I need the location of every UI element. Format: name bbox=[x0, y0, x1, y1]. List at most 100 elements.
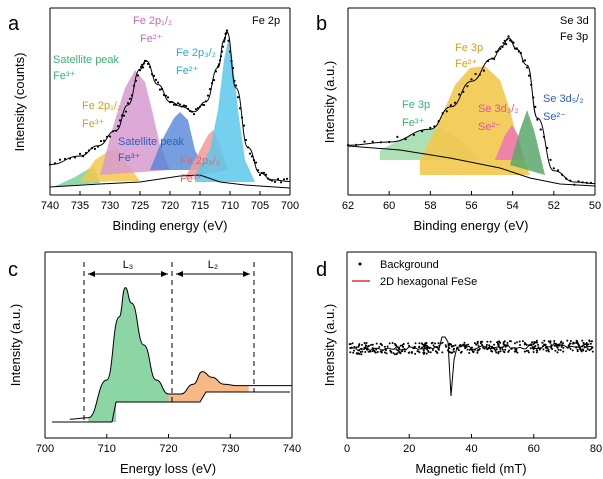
data-point bbox=[184, 105, 188, 108]
data-point bbox=[391, 342, 394, 344]
data-point bbox=[579, 348, 582, 351]
data-point bbox=[352, 351, 355, 354]
x-tick-label: 720 bbox=[159, 443, 177, 455]
data-point bbox=[388, 342, 391, 345]
data-point bbox=[93, 147, 97, 150]
ann-b-0: Fe 3p bbox=[455, 42, 483, 54]
data-point bbox=[558, 343, 561, 346]
data-point bbox=[580, 350, 583, 353]
data-point bbox=[516, 351, 519, 354]
data-point bbox=[373, 350, 376, 353]
data-point bbox=[223, 38, 226, 41]
peak-fill-fe2p12-fe2 bbox=[100, 70, 170, 175]
data-point bbox=[217, 63, 221, 66]
data-point bbox=[355, 346, 358, 349]
data-point bbox=[379, 141, 382, 144]
data-point bbox=[355, 352, 358, 355]
data-point bbox=[168, 101, 172, 104]
data-point bbox=[196, 107, 200, 110]
data-point bbox=[141, 66, 145, 69]
data-point bbox=[422, 349, 425, 352]
data-point bbox=[536, 349, 539, 352]
data-point bbox=[589, 348, 592, 351]
data-point bbox=[562, 342, 564, 345]
data-point bbox=[529, 347, 532, 350]
data-point bbox=[589, 342, 592, 345]
data-point bbox=[526, 66, 529, 69]
x-tick-label: 62 bbox=[342, 200, 354, 212]
data-point bbox=[371, 343, 374, 346]
panel-c: c L₃ L₂ 700 710 720 730 740 Energy loss (eV)… bbox=[8, 251, 301, 476]
data-point bbox=[164, 94, 168, 97]
data-point bbox=[437, 342, 440, 345]
data-point bbox=[138, 69, 142, 72]
ann-a-0: Satellite peak bbox=[53, 54, 120, 66]
data-point bbox=[87, 149, 91, 152]
data-point bbox=[424, 342, 427, 345]
edge-fill-l3 bbox=[88, 287, 169, 422]
data-point bbox=[156, 81, 160, 84]
data-point bbox=[527, 351, 530, 354]
x-tick-label: 720 bbox=[161, 200, 179, 212]
data-point bbox=[582, 341, 585, 344]
data-point bbox=[503, 39, 506, 42]
data-point bbox=[519, 52, 523, 55]
data-point bbox=[285, 177, 289, 180]
data-point bbox=[372, 349, 375, 351]
data-point bbox=[421, 343, 424, 346]
data-point bbox=[547, 350, 550, 353]
panel-b-data-points bbox=[346, 35, 593, 186]
data-point bbox=[441, 341, 444, 344]
data-point bbox=[128, 97, 132, 100]
data-point bbox=[504, 348, 507, 351]
x-tick-label: 58 bbox=[424, 200, 436, 212]
data-point bbox=[219, 55, 223, 58]
data-point bbox=[515, 350, 517, 353]
data-point bbox=[544, 343, 547, 346]
data-point bbox=[244, 138, 248, 142]
data-point bbox=[154, 78, 158, 81]
data-point bbox=[478, 347, 481, 350]
data-point bbox=[536, 118, 539, 121]
data-point bbox=[376, 351, 379, 353]
data-point bbox=[418, 342, 421, 345]
data-point bbox=[463, 341, 466, 344]
data-point bbox=[517, 50, 520, 53]
data-point bbox=[549, 158, 552, 161]
data-point bbox=[401, 344, 404, 346]
data-point bbox=[589, 181, 593, 184]
ann-b-6: Se 3d₅/₂ bbox=[543, 93, 584, 105]
data-point bbox=[431, 349, 434, 351]
x-tick-label: 735 bbox=[71, 200, 89, 212]
x-tick-label: 730 bbox=[101, 200, 119, 212]
data-point bbox=[588, 349, 591, 352]
data-point bbox=[363, 342, 366, 344]
panel-b-y-label: Intensity (a.u.) bbox=[322, 61, 337, 143]
data-point bbox=[248, 152, 252, 155]
data-point bbox=[166, 96, 170, 99]
data-point bbox=[73, 156, 77, 159]
data-point bbox=[266, 177, 270, 180]
panel-b-corner-label-2: Fe 3p bbox=[560, 31, 588, 43]
data-point bbox=[348, 343, 351, 346]
data-point bbox=[534, 105, 537, 108]
data-point bbox=[423, 344, 425, 346]
data-point bbox=[252, 159, 256, 162]
x-tick-label: 740 bbox=[283, 443, 301, 455]
panel-b-x-label: Binding energy (eV) bbox=[414, 218, 529, 233]
data-point bbox=[591, 350, 594, 353]
data-point bbox=[501, 348, 504, 351]
data-point bbox=[246, 146, 250, 149]
data-point bbox=[358, 344, 361, 347]
panel-a: a Fe 2p 740 735 730 725 720 715 710 705 700 Bind… bbox=[8, 7, 299, 233]
data-point bbox=[361, 350, 364, 353]
data-point bbox=[502, 350, 505, 353]
data-point bbox=[429, 351, 432, 354]
panel-c-x-label: Energy loss (eV) bbox=[120, 461, 216, 476]
data-point bbox=[355, 143, 358, 146]
data-point bbox=[545, 349, 548, 352]
data-point bbox=[525, 343, 528, 346]
data-point bbox=[550, 346, 553, 349]
ann-b-4: Se 3d₃/₂ bbox=[478, 103, 519, 115]
data-point bbox=[587, 343, 590, 346]
